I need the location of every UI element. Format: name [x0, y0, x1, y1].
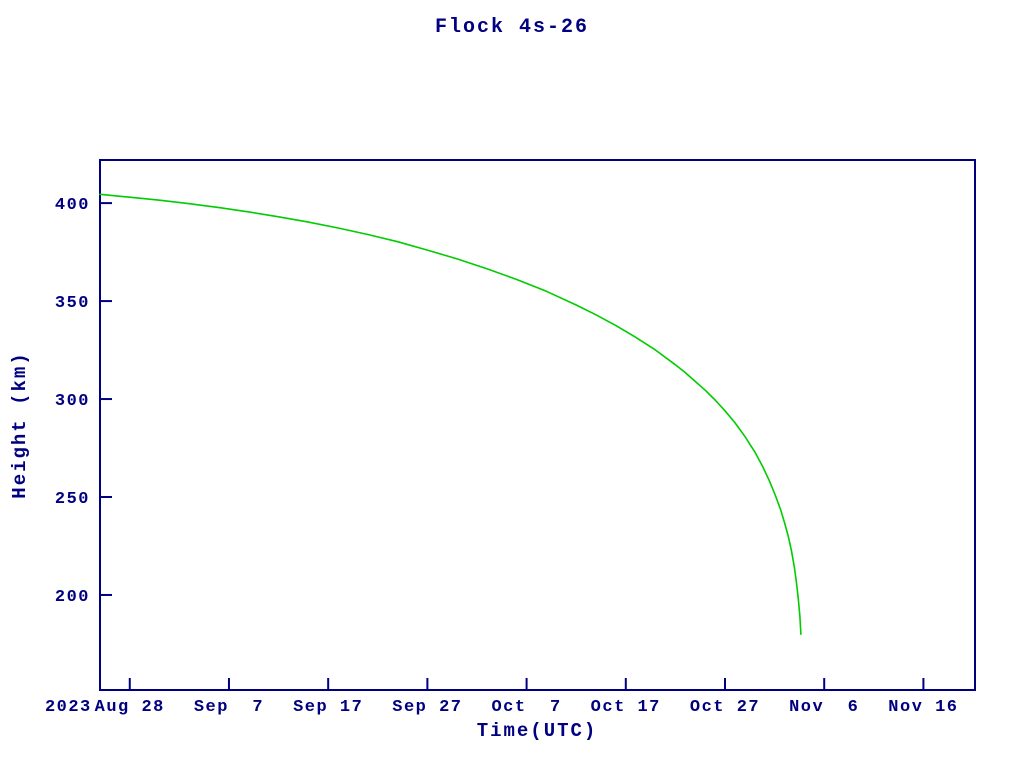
x-tick-label: Oct 27: [690, 698, 760, 717]
y-tick-label: 350: [55, 294, 90, 313]
x-tick-label: Oct 7: [491, 698, 561, 717]
plot-frame: [99, 159, 976, 691]
chart-title: Flock 4s-26: [434, 16, 590, 39]
decay-curve: [99, 193, 802, 636]
y-tick-label: 400: [55, 196, 90, 215]
x-tick-label: Nov 6: [789, 698, 859, 717]
y-axis-title: Height (km): [9, 351, 31, 499]
y-tick-label: 300: [55, 392, 90, 411]
x-tick-label: Nov 16: [888, 698, 958, 717]
x-tick-label: Aug 28: [95, 698, 165, 717]
y-tick-label: 200: [55, 588, 90, 607]
x-tick-label: Oct 17: [591, 698, 661, 717]
x-tick-label: Sep 7: [194, 698, 264, 717]
x-axis-year-label: 2023: [45, 698, 92, 717]
y-tick-label: 250: [55, 490, 90, 509]
x-tick-label: Sep 17: [293, 698, 363, 717]
x-tick-label: Sep 27: [392, 698, 462, 717]
x-axis-title: Time(UTC): [476, 720, 598, 742]
